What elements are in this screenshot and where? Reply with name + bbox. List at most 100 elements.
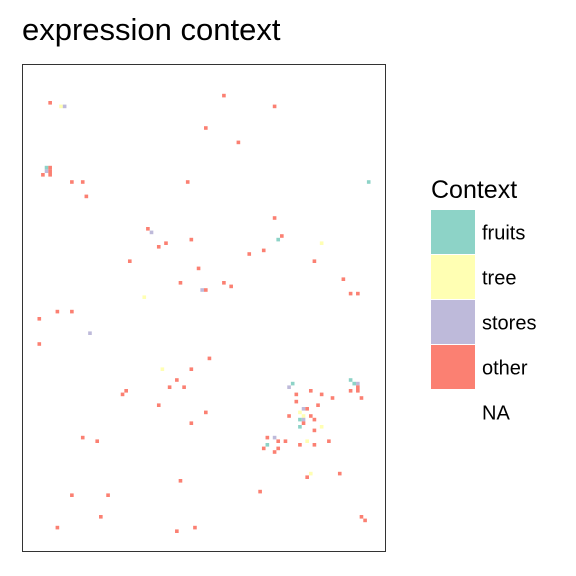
heatmap-cell-other	[305, 475, 309, 479]
heatmap-cell-fruits	[44, 165, 49, 170]
heatmap-cell-other	[272, 450, 277, 454]
heatmap-cell-other	[120, 392, 125, 397]
heatmap-cell-other	[258, 489, 262, 494]
heatmap-cell-other	[327, 439, 331, 443]
heatmap-cell-other	[272, 216, 277, 220]
heatmap-cell-stores	[287, 385, 291, 389]
heatmap-cell-other	[236, 140, 241, 145]
legend-key-stores	[431, 300, 475, 344]
heatmap-cell-stores	[272, 435, 277, 440]
heatmap-cell-other	[189, 367, 194, 371]
heatmap-cell-other	[312, 417, 317, 422]
heatmap-cell-other	[55, 525, 60, 530]
heatmap-cell-other	[294, 392, 299, 397]
heatmap-cell-stores	[149, 230, 154, 235]
heatmap-cell-stores	[301, 407, 306, 411]
heatmap-cell-other	[261, 248, 266, 253]
heatmap-cell-other	[106, 493, 110, 497]
heatmap-cell-other	[182, 385, 186, 389]
heatmap-cell-fruits	[276, 237, 281, 242]
heatmap-cell-other	[207, 356, 212, 361]
legend-label-fruits: fruits	[482, 223, 525, 245]
heatmap-cell-other	[305, 407, 309, 411]
legend-label-stores: stores	[482, 313, 536, 335]
heatmap-cell-other	[37, 317, 42, 321]
heatmap-cell-other	[356, 291, 360, 296]
legend-label-other: other	[482, 358, 528, 380]
heatmap-cell-other	[127, 259, 132, 263]
legend-key-na	[431, 390, 475, 434]
heatmap-cell-other	[146, 227, 150, 231]
heatmap-cell-stores	[62, 104, 67, 109]
legend: Context fruits tree stores other NA	[431, 176, 536, 434]
heatmap-cell-other	[341, 277, 346, 281]
heatmap-cell-other	[359, 515, 364, 519]
heatmap-cell-other	[308, 414, 313, 418]
heatmap-cell-other	[247, 252, 252, 256]
heatmap-cell-tree	[142, 295, 147, 299]
heatmap-cell-other	[55, 309, 60, 314]
legend-title: Context	[431, 176, 517, 204]
heatmap-cell-other	[283, 439, 288, 443]
heatmap-cell-stores	[88, 331, 92, 335]
legend-key-fruits	[431, 210, 475, 254]
legend-key-other	[431, 345, 475, 389]
heatmap-cell-other	[175, 378, 179, 382]
heatmap-cell-other	[196, 266, 201, 271]
heatmap-cell-other	[204, 126, 208, 130]
heatmap-cell-other	[48, 101, 52, 105]
heatmap-cell-other	[319, 392, 324, 397]
heatmap-cell-other	[316, 403, 320, 407]
legend-label-tree: tree	[482, 268, 516, 290]
heatmap-cell-other	[298, 443, 302, 447]
heatmap-cell-other	[356, 385, 360, 389]
chart-title: expression context	[22, 12, 281, 47]
heatmap-cell-other	[312, 428, 317, 433]
heatmap-cell-other	[37, 342, 42, 346]
heatmap-cell-other	[363, 518, 367, 523]
heatmap-cell-other	[308, 389, 313, 393]
heatmap-cell-other	[48, 169, 52, 173]
heatmap-cell-other	[80, 435, 85, 440]
heatmap-cell-other	[312, 443, 317, 447]
heatmap-cell-other	[164, 241, 168, 245]
heatmap-cell-tree	[308, 471, 313, 476]
heatmap-cell-other	[84, 194, 89, 199]
heatmap-cell-other	[312, 259, 317, 263]
heatmap-cell-other	[294, 399, 299, 404]
heatmap-cell-other	[185, 180, 190, 184]
heatmap-cell-other	[348, 291, 353, 296]
heatmap-cell-tree	[301, 414, 306, 418]
heatmap-cell-stores	[44, 169, 49, 173]
heatmap-cell-other	[229, 284, 233, 289]
legend-keys: fruits tree stores other NA	[431, 210, 536, 434]
heatmap-cell-other	[178, 479, 183, 483]
heatmap-cell-tree	[59, 104, 63, 109]
heatmap-cell-other	[124, 389, 128, 393]
heatmap-cell-other	[272, 104, 277, 109]
heatmap-cell-other	[222, 281, 226, 285]
legend-key-tree	[431, 255, 475, 299]
heatmap-cell-other	[287, 414, 291, 418]
heatmap-cell-other	[280, 234, 284, 238]
heatmap-cell-other	[80, 180, 85, 184]
heatmap-cell-other	[99, 515, 103, 519]
heatmap-cell-other	[70, 493, 74, 497]
heatmap-cell-fruits	[290, 381, 295, 386]
heatmap-cell-fruits	[352, 381, 357, 386]
heatmap-cell-stores	[301, 417, 306, 422]
heatmap-cell-tree	[319, 425, 324, 429]
heatmap-cell-other	[175, 529, 179, 533]
heatmap-cell-fruits	[298, 425, 302, 429]
heatmap-cell-other	[337, 471, 342, 476]
heatmap-cell-other	[189, 237, 194, 242]
heatmap-cell-other	[204, 410, 208, 415]
heatmap-cell-other	[276, 439, 281, 443]
plot-panel	[22, 64, 386, 552]
heatmap-cell-fruits	[298, 417, 302, 422]
heatmap-cell-other	[330, 396, 335, 400]
heatmap-cell-other	[178, 281, 183, 285]
heatmap-cell-other	[204, 288, 208, 292]
heatmap-cell-other	[156, 403, 161, 407]
heatmap-cell-other	[261, 446, 266, 451]
